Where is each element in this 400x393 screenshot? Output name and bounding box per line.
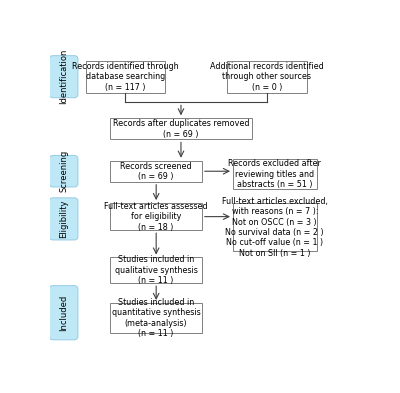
Text: Full-text articles assessed
for eligibility
(n = 18 ): Full-text articles assessed for eligibil… — [104, 202, 208, 231]
Text: Full-text articles excluded,
with reasons (n = 7 ):
Not on OSCC (n = 3 )
No surv: Full-text articles excluded, with reason… — [222, 197, 328, 258]
Text: Records identified through
database searching
(n = 117 ): Records identified through database sear… — [72, 62, 178, 92]
FancyBboxPatch shape — [49, 56, 78, 98]
FancyBboxPatch shape — [110, 257, 202, 283]
Text: Studies included in
quantitative synthesis
(meta-analysis)
(n = 11 ): Studies included in quantitative synthes… — [112, 298, 200, 338]
Text: Eligibility: Eligibility — [59, 200, 68, 238]
FancyBboxPatch shape — [110, 161, 202, 182]
Text: Records screened
(n = 69 ): Records screened (n = 69 ) — [120, 162, 192, 181]
Text: Screening: Screening — [59, 150, 68, 192]
FancyBboxPatch shape — [227, 61, 307, 93]
FancyBboxPatch shape — [49, 198, 78, 240]
Text: Records after duplicates removed
(n = 69 ): Records after duplicates removed (n = 69… — [113, 119, 249, 139]
FancyBboxPatch shape — [110, 118, 252, 140]
Text: Studies included in
qualitative synthesis
(n = 11 ): Studies included in qualitative synthesi… — [115, 255, 198, 285]
Text: Identification: Identification — [59, 49, 68, 105]
FancyBboxPatch shape — [233, 203, 317, 252]
Text: Records excluded after
reviewing titles and
abstracts (n = 51 ): Records excluded after reviewing titles … — [228, 159, 321, 189]
FancyBboxPatch shape — [110, 203, 202, 230]
FancyBboxPatch shape — [49, 156, 78, 187]
Text: Additional records identified
through other sources
(n = 0 ): Additional records identified through ot… — [210, 62, 324, 92]
FancyBboxPatch shape — [86, 61, 165, 93]
FancyBboxPatch shape — [233, 159, 317, 189]
FancyBboxPatch shape — [110, 303, 202, 333]
FancyBboxPatch shape — [49, 286, 78, 340]
Text: Included: Included — [59, 295, 68, 331]
